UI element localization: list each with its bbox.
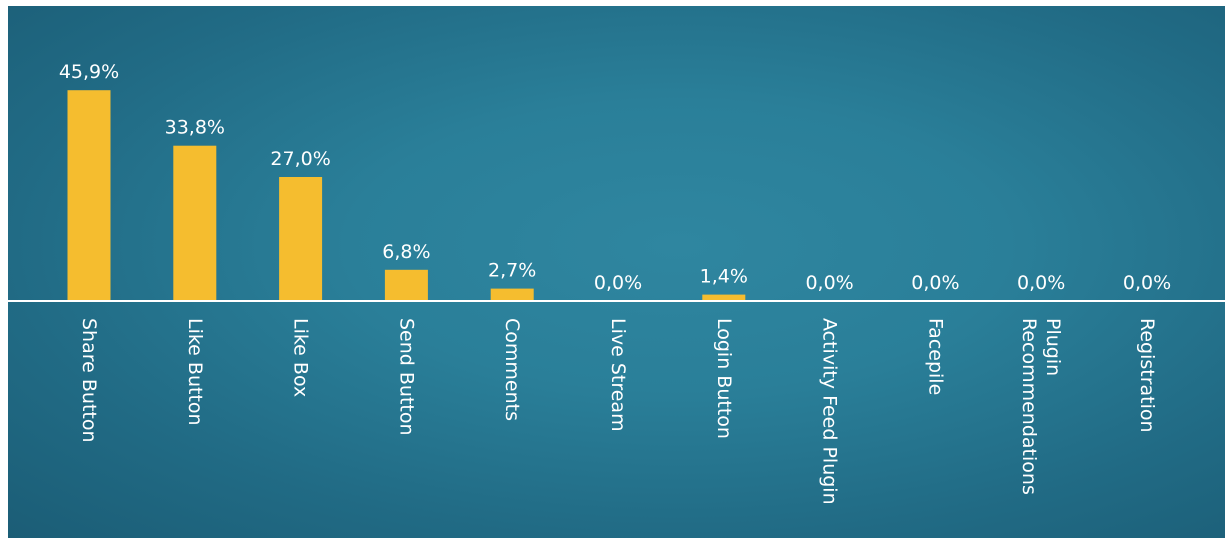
value-labels-group: 45,9% 33,8% 27,0% 6,8% 2,7% 0,0% 1,4% 0,0% 0,0% 0… <box>59 61 1171 294</box>
bar-0 <box>67 90 111 301</box>
category-label-0: Share Button <box>78 318 100 443</box>
value-label-9: 0,0% <box>1017 272 1065 294</box>
category-label-9-line-1: Plugin <box>1042 318 1064 376</box>
value-label-3: 6,8% <box>382 241 430 263</box>
category-labels-group: Share Button Like Button Like Box Send Butt… <box>78 318 1158 505</box>
value-label-6: 1,4% <box>700 266 748 288</box>
bar-2 <box>279 177 323 301</box>
category-label-4: Comments <box>501 318 523 421</box>
bar-1 <box>173 145 217 301</box>
bar-3 <box>384 269 428 301</box>
category-label-2: Like Box <box>290 318 312 397</box>
bar-6 <box>702 294 746 301</box>
bar-4 <box>490 288 534 301</box>
category-label-6: Login Button <box>713 318 735 439</box>
category-label-5: Live Stream <box>607 318 629 432</box>
bars-group <box>67 90 746 301</box>
value-label-8: 0,0% <box>911 272 959 294</box>
category-label-10: Registration <box>1136 318 1158 433</box>
value-label-5: 0,0% <box>594 272 642 294</box>
value-label-7: 0,0% <box>805 272 853 294</box>
value-label-4: 2,7% <box>488 260 536 282</box>
category-label-8: Facepile <box>924 318 946 395</box>
category-label-3: Send Button <box>395 318 417 436</box>
value-label-0: 45,9% <box>59 61 119 83</box>
category-label-1: Like Button <box>184 318 206 426</box>
category-label-9-line-0: Recommendations <box>1018 318 1040 495</box>
value-label-2: 27,0% <box>270 148 330 170</box>
category-label-7: Activity Feed Plugin <box>819 318 841 505</box>
value-label-1: 33,8% <box>165 117 225 139</box>
value-label-10: 0,0% <box>1123 272 1171 294</box>
